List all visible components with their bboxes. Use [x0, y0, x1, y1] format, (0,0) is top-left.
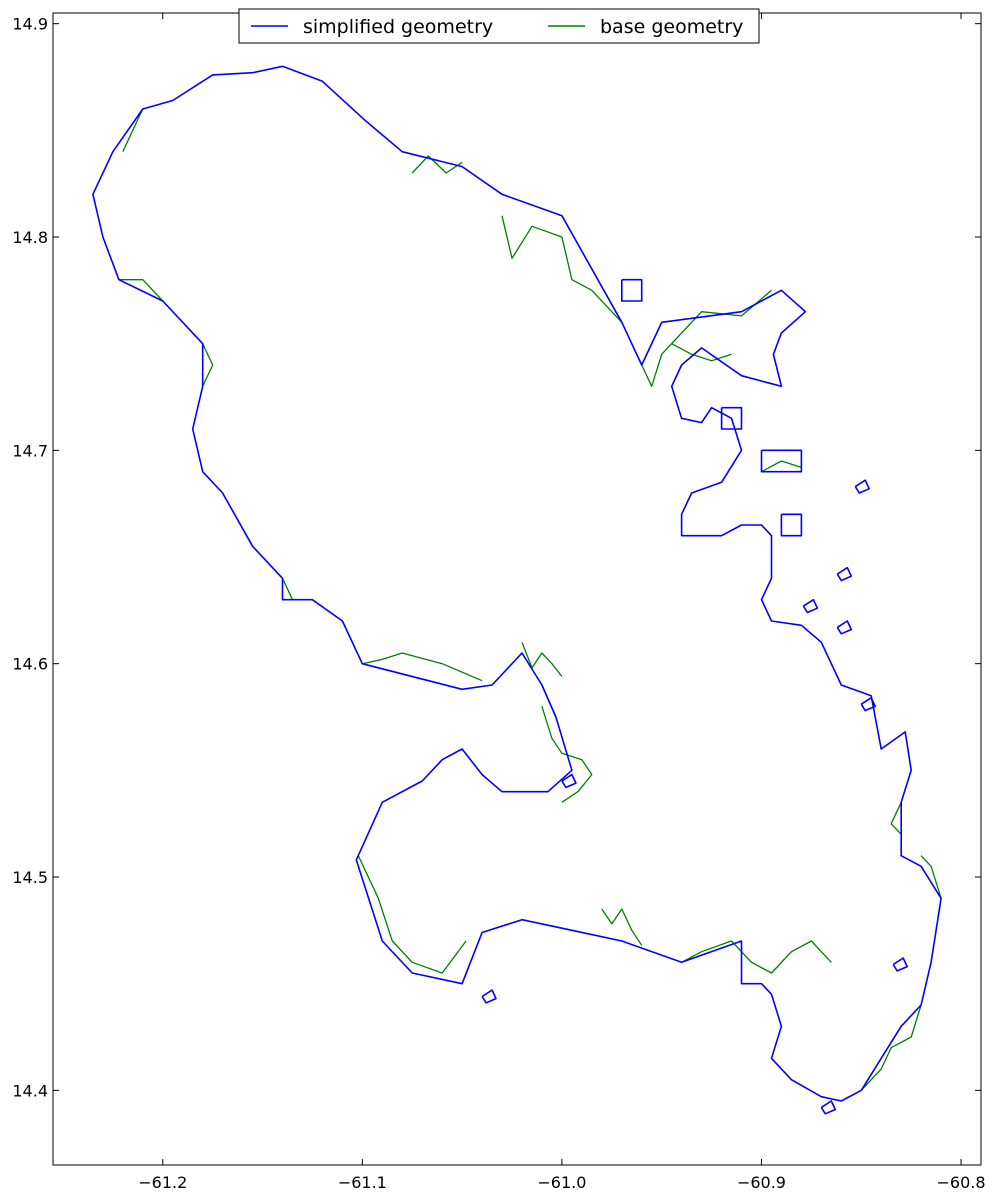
plot-area-frame: [52, 12, 982, 1166]
series-base-geometry-part-9: [681, 940, 832, 974]
y-tick-label: 14.6: [12, 655, 48, 674]
series-base-geometry-part-3: [671, 343, 732, 362]
x-tick-label: −61.0: [537, 1173, 586, 1192]
legend: simplified geometry base geometry: [238, 8, 760, 44]
series-base-geometry-part-14: [202, 343, 214, 387]
series-simplified-geometry-part-0: [92, 65, 942, 1102]
series-simplified-geometry-part-10: [892, 957, 908, 972]
series-base-geometry-part-16: [122, 108, 144, 152]
series-base-geometry-part-6: [541, 706, 593, 803]
series-base-geometry-part-15: [281, 578, 313, 601]
series-layer: [92, 65, 942, 1115]
y-tick-label: 14.7: [12, 441, 48, 460]
series-base-geometry-part-8: [601, 908, 643, 946]
x-tick-label: −60.8: [937, 1173, 986, 1192]
x-tick-label: −61.1: [338, 1173, 387, 1192]
y-tick-label: 14.9: [12, 15, 48, 34]
series-simplified-geometry-part-4: [780, 513, 803, 537]
x-tick-label: −61.2: [138, 1173, 187, 1192]
series-base-geometry-part-2: [641, 289, 772, 387]
series-simplified-geometry-part-13: [820, 1100, 837, 1115]
series-simplified-geometry-part-2: [720, 406, 743, 430]
series-simplified-geometry-part-3: [760, 449, 803, 473]
series-base-geometry-part-7: [357, 855, 467, 974]
series-base-geometry-part-10: [920, 855, 942, 899]
series-simplified-geometry-part-12: [481, 989, 497, 1004]
y-tick-label: 14.5: [12, 868, 48, 887]
series-base-geometry-part-13: [118, 279, 164, 302]
y-tick-label: 14.8: [12, 228, 48, 247]
series-base-geometry-part-1: [501, 215, 623, 323]
series-simplified-geometry-part-5: [860, 697, 876, 712]
legend-label-simplified-geometry: simplified geometry: [303, 16, 493, 38]
y-tick-label: 14.4: [12, 1081, 48, 1100]
series-base-geometry-part-11: [860, 1004, 922, 1091]
series-simplified-geometry-part-11: [561, 773, 577, 789]
series-simplified-geometry-part-6: [802, 598, 819, 614]
x-tick-label: −60.9: [737, 1173, 786, 1192]
axis-ticks: −61.2 −61.1 −61.0 −60.9 −60.8 14.4 14.5 14.6 14.…: [12, 13, 986, 1192]
series-base-geometry-part-4: [362, 652, 483, 682]
series-simplified-geometry-part-7: [836, 566, 853, 582]
series-base-geometry-part-0: [411, 155, 463, 174]
legend-label-base-geometry: base geometry: [600, 16, 743, 38]
series-simplified-geometry-part-1: [621, 278, 643, 302]
series-base-geometry-part-12: [890, 802, 902, 835]
series-simplified-geometry-part-9: [854, 479, 870, 494]
series-simplified-geometry-part-8: [836, 620, 853, 635]
series-base-geometry-part-5: [521, 642, 563, 677]
legend-box: [238, 8, 760, 44]
series-base-geometry-part-17: [761, 460, 802, 473]
